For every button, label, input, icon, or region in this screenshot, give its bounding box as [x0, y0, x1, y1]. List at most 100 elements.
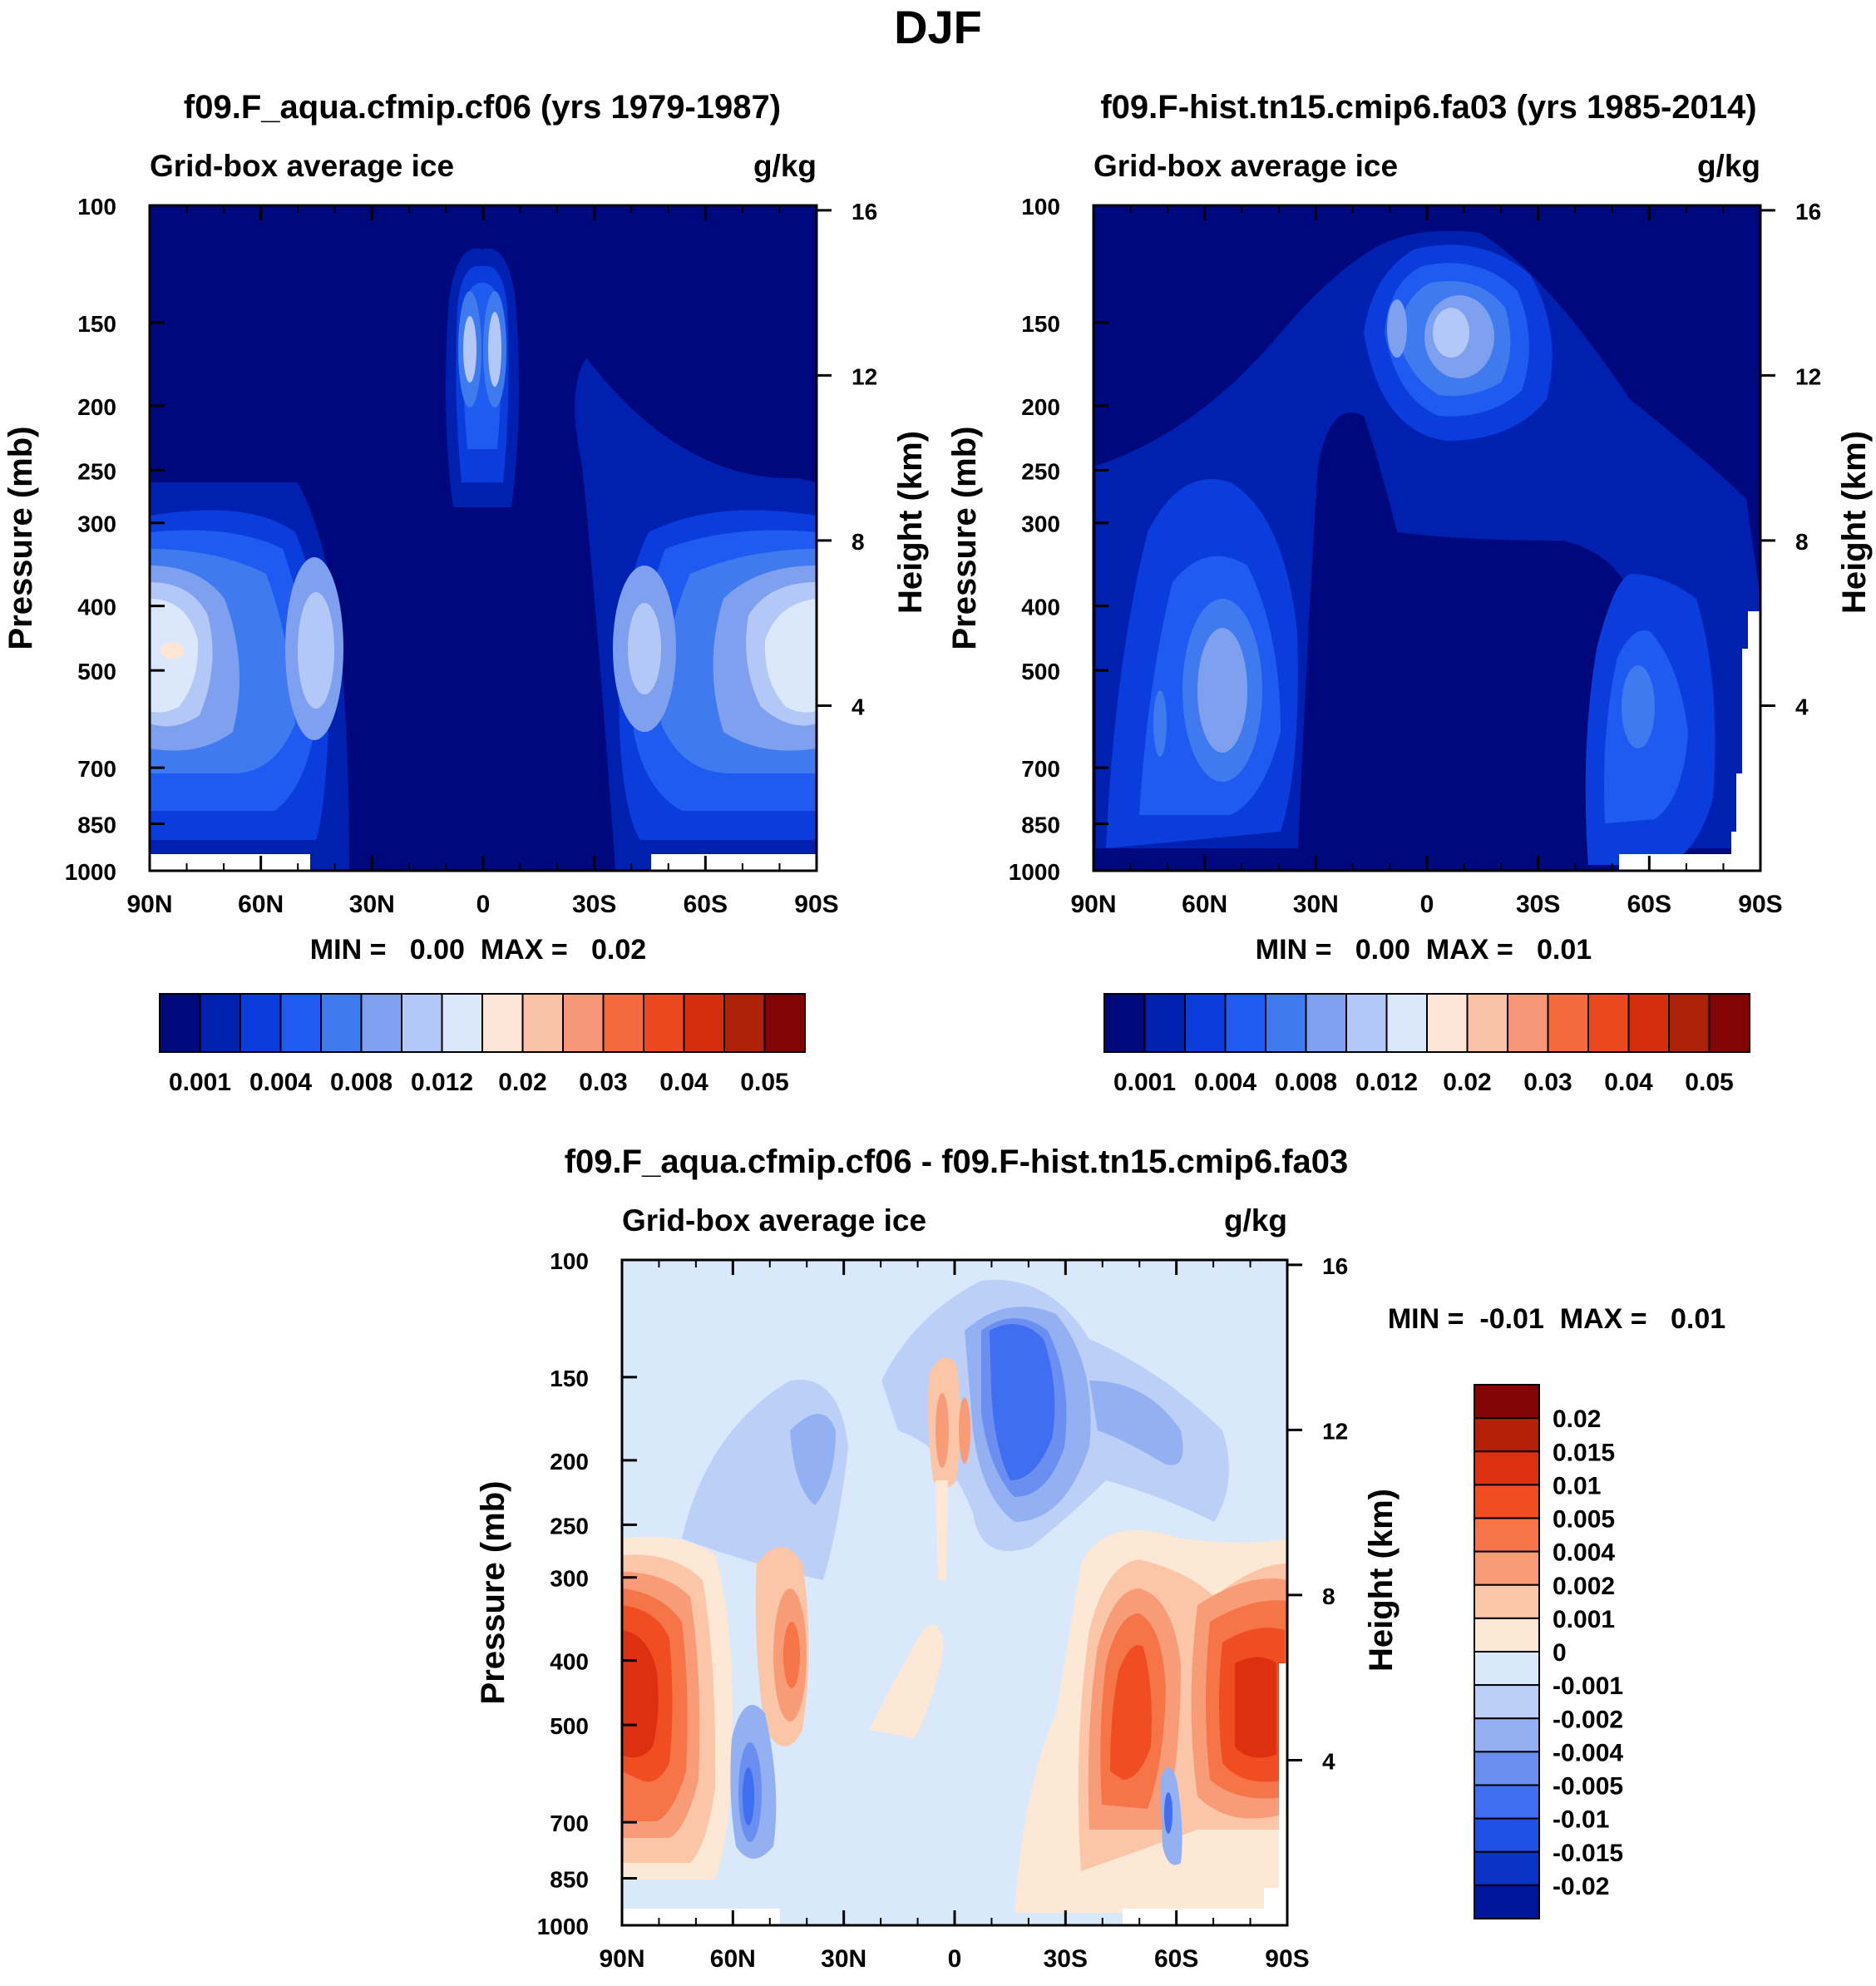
- panel-2-stats: MIN = 0.00 MAX = 0.01: [1256, 934, 1592, 966]
- colorbar-box: [1103, 993, 1146, 1053]
- colorbar-box: [481, 993, 524, 1053]
- colorbar-label: -0.005: [1553, 1773, 1623, 1801]
- colorbar-box: [1426, 993, 1469, 1053]
- panel-1-stats: MIN = 0.00 MAX = 0.02: [310, 934, 646, 966]
- colorbar-label: -0.001: [1553, 1672, 1623, 1700]
- x-tick-label: 30S: [572, 891, 616, 918]
- panel-2-contours: [1096, 230, 1760, 871]
- colorbar-label: 0.004: [249, 1069, 312, 1096]
- colorbar-box: [279, 993, 322, 1053]
- colorbar-box: [602, 993, 644, 1053]
- height-tick-label: 4: [1322, 1748, 1335, 1774]
- colorbar-box: [1668, 993, 1711, 1053]
- height-tick-label: 12: [1795, 363, 1821, 389]
- colorbar-label: 0.04: [1604, 1069, 1653, 1096]
- panel-2-title: f09.F-hist.tn15.cmip6.fa03 (yrs 1985-201…: [1100, 89, 1756, 126]
- height-tick-label: 4: [1795, 694, 1809, 719]
- colorbar-label: 0.012: [411, 1069, 473, 1096]
- colorbar-box: [1474, 1684, 1540, 1720]
- colorbar-box: [1265, 993, 1307, 1053]
- colorbar-label: 0.001: [1553, 1606, 1615, 1633]
- colorbar-box: [1474, 1583, 1540, 1619]
- x-tick-label: 60N: [710, 1945, 756, 1973]
- colorbar-box: [1708, 993, 1750, 1053]
- y-tick-label: 850: [77, 813, 116, 838]
- x-tick-label: 0: [476, 891, 491, 918]
- panel-1-colorbar: 0.001 0.004 0.008 0.012 0.02 0.03 0.04 0.05: [159, 993, 806, 1096]
- colorbar-box: [1143, 993, 1186, 1053]
- x-tick-label: 90N: [1070, 891, 1116, 918]
- x-tick-label: 30N: [349, 891, 395, 918]
- x-tick-label: 30N: [821, 1945, 866, 1973]
- height-tick-label: 12: [1322, 1418, 1348, 1444]
- x-tick-label: 90S: [794, 891, 838, 918]
- panel-3-plot: 90N 60N 30N 0 30S 60S 90S 100 150 200 250 300 400 50…: [537, 1248, 1348, 1973]
- y-tick-label: 1000: [537, 1914, 589, 1939]
- height-tick-label: 16: [1795, 199, 1821, 225]
- colorbar-box: [1474, 1617, 1540, 1653]
- x-tick-label: 90N: [126, 891, 172, 918]
- y-tick-label: 100: [550, 1248, 589, 1274]
- panel-2-subtitle-left: Grid-box average ice: [1094, 149, 1398, 183]
- height-tick-label: 16: [852, 199, 877, 225]
- colorbar-box: [1466, 993, 1508, 1053]
- colorbar-label: 0.03: [579, 1069, 627, 1096]
- y-tick-label: 700: [550, 1811, 589, 1836]
- colorbar-box: [1345, 993, 1388, 1053]
- colorbar-box: [1385, 993, 1428, 1053]
- colorbar-box: [1474, 1550, 1540, 1586]
- colorbar-box: [763, 993, 806, 1053]
- y-tick-label: 500: [550, 1713, 589, 1739]
- panel-1-contours: [150, 248, 817, 871]
- x-tick-label: 60N: [1182, 891, 1227, 918]
- panel-3-units: g/kg: [1224, 1203, 1287, 1238]
- colorbar-box: [562, 993, 605, 1053]
- colorbar-box: [159, 993, 201, 1053]
- y-tick-label: 100: [77, 194, 116, 220]
- colorbar-label: 0.005: [1553, 1506, 1615, 1534]
- colorbar-box: [1474, 1884, 1540, 1919]
- colorbar-label: 0.008: [330, 1069, 392, 1096]
- colorbar-box: [1507, 993, 1549, 1053]
- colorbar-label: 0.004: [1194, 1069, 1256, 1096]
- x-tick-label: 60S: [1154, 1945, 1198, 1973]
- panel-2-ylabel: Pressure (mb): [946, 427, 983, 650]
- colorbar-label: 0.05: [1685, 1069, 1733, 1096]
- colorbar-box: [1305, 993, 1347, 1053]
- colorbar-label: 0.015: [1553, 1439, 1615, 1466]
- colorbar-box: [1474, 1850, 1540, 1886]
- colorbar-label: -0.015: [1553, 1840, 1623, 1867]
- y-tick-label: 150: [550, 1366, 589, 1391]
- panel-1-ylabel-right: Height (km): [892, 431, 929, 614]
- panel-2-units: g/kg: [1697, 149, 1760, 183]
- y-tick-label: 850: [1021, 813, 1060, 838]
- panel-2-y-axis: 100 150 200 250 300 400 500 700 850 1000 16 12 8 4: [1009, 194, 1821, 885]
- y-tick-label: 100: [1021, 194, 1060, 220]
- colorbar-box: [1184, 993, 1227, 1053]
- colorbar-box: [401, 993, 443, 1053]
- colorbar-label: 0.03: [1523, 1069, 1572, 1096]
- colorbar-box: [1224, 993, 1266, 1053]
- colorbar-label: 0.008: [1275, 1069, 1337, 1096]
- colorbar-box: [320, 993, 363, 1053]
- y-tick-label: 300: [550, 1566, 589, 1592]
- height-tick-label: 16: [1322, 1253, 1348, 1279]
- panel-3-colorbar: 0.02 0.015 0.01 0.005 0.004 0.002 0.001 0 -0.001…: [1474, 1384, 1623, 1919]
- panel-2-x-axis: 90N 60N 30N 0 30S 60S 90S: [1070, 205, 1783, 918]
- x-tick-label: 60S: [1627, 891, 1671, 918]
- colorbar-box: [1587, 993, 1630, 1053]
- colorbar-box: [1474, 1417, 1540, 1453]
- colorbar-label: 0.001: [1113, 1069, 1176, 1096]
- panel-3-ylabel: Pressure (mb): [475, 1481, 511, 1705]
- colorbar-box: [1474, 1784, 1540, 1820]
- panel-2-colorbar: 0.001 0.004 0.008 0.012 0.02 0.03 0.04 0.05: [1103, 993, 1750, 1096]
- y-tick-label: 400: [1021, 595, 1060, 620]
- panel-3-ylabel-right: Height (km): [1363, 1489, 1400, 1672]
- x-tick-label: 30N: [1293, 891, 1339, 918]
- y-tick-label: 250: [550, 1513, 589, 1539]
- panel-2: f09.F-hist.tn15.cmip6.fa03 (yrs 1985-201…: [946, 89, 1873, 1096]
- y-tick-label: 250: [1021, 458, 1060, 484]
- y-tick-label: 400: [77, 595, 116, 620]
